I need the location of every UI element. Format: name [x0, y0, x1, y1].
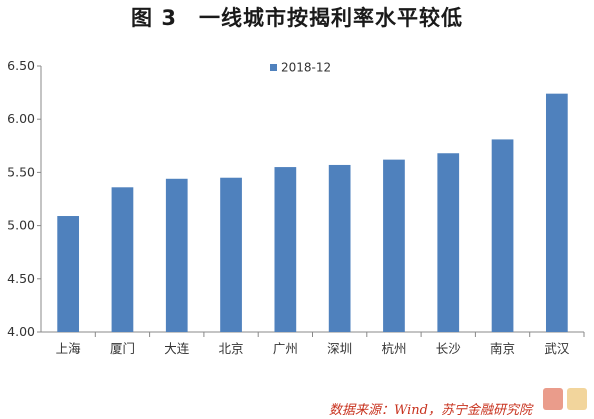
bar-2 [111, 187, 134, 332]
watermark-logo-icon [543, 388, 587, 410]
x-tick-label: 厦门 [110, 341, 135, 356]
figure-number: 图 3 [131, 6, 177, 30]
x-tick-label: 大连 [164, 341, 190, 356]
chart-title: 图 3 一线城市按揭利率水平较低 [0, 2, 594, 32]
y-tick-label: 5.00 [7, 218, 35, 233]
legend-label: 2018-12 [281, 61, 331, 75]
bar-10 [545, 93, 568, 332]
x-tick-label: 北京 [219, 341, 244, 356]
x-tick-label: 长沙 [436, 341, 462, 356]
figure-title: 一线城市按揭利率水平较低 [198, 6, 463, 30]
y-tick-label: 4.00 [7, 324, 35, 339]
x-tick-label: 南京 [490, 341, 515, 356]
x-tick-label: 上海 [56, 341, 82, 356]
x-tick-label: 广州 [273, 341, 298, 356]
legend-swatch [270, 64, 277, 71]
bar-5 [274, 167, 297, 332]
x-tick-label: 武汉 [544, 341, 570, 356]
data-source: 数据来源：Wind，苏宁金融研究院 [329, 403, 532, 418]
bar-6 [328, 164, 351, 332]
x-tick-label: 杭州 [381, 341, 406, 356]
y-tick-label: 5.50 [7, 164, 35, 179]
y-tick-label: 6.50 [7, 58, 35, 73]
bar-8 [437, 153, 460, 332]
bar-3 [165, 178, 188, 332]
y-tick-label: 4.50 [7, 271, 35, 286]
bar-9 [491, 139, 514, 332]
bar-1 [57, 216, 80, 332]
bar-4 [220, 177, 242, 332]
x-tick-label: 深圳 [327, 341, 352, 356]
y-tick-label: 6.00 [7, 111, 35, 126]
bar-7 [383, 159, 405, 332]
